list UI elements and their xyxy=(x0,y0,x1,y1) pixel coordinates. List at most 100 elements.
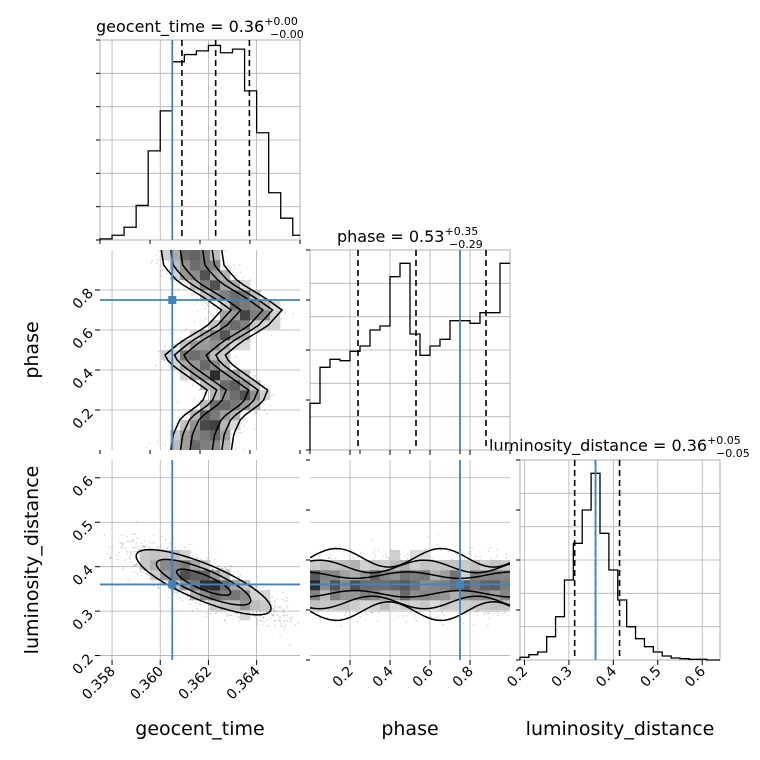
sample-point xyxy=(210,313,213,315)
sample-point xyxy=(289,617,292,620)
sample-point xyxy=(164,444,167,446)
sample-point xyxy=(218,318,220,321)
sample-point xyxy=(131,540,134,543)
sample-point xyxy=(187,595,189,598)
sample-point xyxy=(265,610,268,613)
sample-point xyxy=(132,570,134,573)
density-cell xyxy=(210,290,221,301)
sample-point xyxy=(203,308,206,310)
sample-point xyxy=(240,271,242,273)
sample-point xyxy=(287,606,289,609)
sample-point xyxy=(206,304,209,307)
density-cell xyxy=(190,270,201,281)
density-cell xyxy=(170,360,181,371)
density-cell xyxy=(210,440,221,450)
sample-point xyxy=(264,409,266,411)
ytick-label: 0.4 xyxy=(70,365,97,392)
sample-point xyxy=(284,312,287,314)
sample-point xyxy=(197,290,200,293)
sample-point xyxy=(161,269,164,271)
density-cell xyxy=(220,430,231,441)
sample-point xyxy=(285,605,288,607)
sample-point xyxy=(226,615,229,617)
sample-point xyxy=(156,546,159,548)
sample-point xyxy=(119,541,121,544)
sample-point xyxy=(217,610,219,613)
histogram-geocent_time xyxy=(99,44,300,240)
density-cell xyxy=(200,290,211,301)
sample-point xyxy=(208,604,210,607)
sample-point xyxy=(183,281,185,284)
density-cell xyxy=(220,290,231,301)
sample-point xyxy=(222,267,224,270)
density-cell xyxy=(190,430,201,441)
sample-point xyxy=(222,568,225,570)
sample-point xyxy=(110,556,112,559)
sample-point xyxy=(263,384,266,387)
sample-point xyxy=(227,613,229,615)
sample-point xyxy=(274,605,276,607)
density-cell xyxy=(200,250,211,261)
sample-point xyxy=(160,545,162,547)
sample-point xyxy=(148,442,151,445)
sample-point xyxy=(224,619,226,621)
sample-point xyxy=(208,305,211,307)
sample-point xyxy=(145,446,147,449)
sample-point xyxy=(289,617,291,619)
sample-point xyxy=(211,568,213,571)
title-err-minus: −0.29 xyxy=(449,238,483,251)
sample-point xyxy=(270,604,273,606)
density-cell xyxy=(250,310,261,321)
sample-point xyxy=(235,615,237,617)
sample-point xyxy=(204,318,207,320)
histogram-luminosity_distance xyxy=(519,472,720,661)
sample-point xyxy=(109,554,112,556)
sample-point xyxy=(310,640,312,642)
sample-point xyxy=(126,550,128,553)
sample-point xyxy=(223,620,226,622)
sample-point xyxy=(253,428,256,430)
density-cell xyxy=(240,340,251,351)
sample-point xyxy=(270,613,273,616)
density-cell xyxy=(230,300,241,311)
sample-point xyxy=(153,541,155,544)
sample-point xyxy=(289,644,291,646)
density-cell xyxy=(240,290,251,301)
sample-point xyxy=(122,543,125,545)
sample-point xyxy=(205,302,208,305)
sample-point xyxy=(121,569,123,571)
sample-point xyxy=(278,619,281,621)
density-cell xyxy=(200,400,211,411)
density-cell xyxy=(250,380,261,391)
sample-point xyxy=(233,368,236,371)
density-cell xyxy=(230,380,241,391)
sample-point xyxy=(213,313,215,316)
sample-point xyxy=(234,448,236,450)
sample-point xyxy=(252,374,254,377)
sample-point xyxy=(121,544,124,547)
density-cell xyxy=(230,370,241,381)
sample-point xyxy=(160,265,163,268)
sample-point xyxy=(208,608,210,610)
density-cell xyxy=(230,290,241,301)
sample-point xyxy=(167,597,169,599)
sample-point xyxy=(283,629,286,631)
sample-point xyxy=(271,614,274,616)
sample-point xyxy=(127,578,129,580)
sample-point xyxy=(280,625,282,627)
sample-point xyxy=(262,616,265,618)
sample-point xyxy=(209,557,211,559)
sample-point xyxy=(146,576,148,579)
sample-point xyxy=(179,337,182,339)
density-cell xyxy=(220,390,231,401)
density-cell xyxy=(190,420,201,431)
sample-point xyxy=(118,551,120,554)
sample-point xyxy=(297,622,300,624)
sample-point xyxy=(284,624,287,627)
density-cell xyxy=(200,430,211,441)
sample-point xyxy=(255,610,258,613)
sample-point xyxy=(276,598,278,600)
sample-point xyxy=(108,558,111,560)
title-prefix: geocent_time = xyxy=(96,17,229,37)
